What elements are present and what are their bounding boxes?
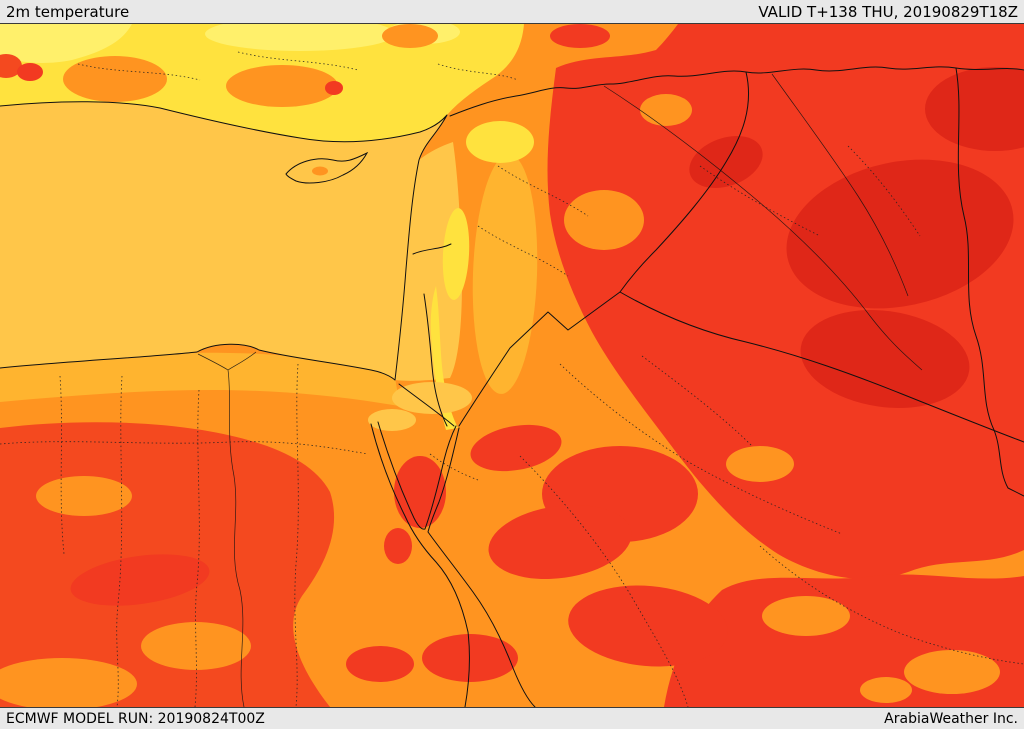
admin-boundaries — [0, 51, 1024, 707]
tigris-river — [771, 73, 909, 297]
iran-border — [955, 67, 1024, 497]
temperature-map — [0, 24, 1024, 707]
map-title: 2m temperature — [6, 2, 130, 21]
valid-time: VALID T+138 THU, 20190829T18Z — [758, 2, 1018, 21]
map-area — [0, 24, 1024, 707]
iraq-saudi-border — [619, 291, 1024, 443]
footer-bar: ECMWF MODEL RUN: 20190824T00Z ArabiaWeat… — [0, 707, 1024, 729]
jordan-rift-border — [423, 293, 448, 427]
lebanon-border — [412, 243, 452, 255]
nile-river — [227, 369, 245, 707]
country-borders — [398, 66, 1024, 497]
header-bar: 2m temperature VALID T+138 THU, 20190829… — [0, 0, 1024, 24]
jordan-borders — [458, 291, 621, 427]
model-run-label: ECMWF MODEL RUN: 20190824T00Z — [6, 710, 265, 727]
syria-iraq-border — [619, 71, 750, 293]
brand-label: ArabiaWeather Inc. — [884, 710, 1018, 727]
turkey-syria-border — [449, 66, 1024, 117]
egypt-israel-border — [398, 383, 455, 427]
coastlines — [0, 101, 536, 707]
cyprus-island — [285, 151, 369, 184]
euphrates-river — [603, 85, 923, 371]
rivers — [197, 73, 923, 707]
mediterranean-sea — [0, 101, 447, 381]
nile-delta — [197, 351, 257, 371]
temperature-field — [0, 24, 1024, 707]
